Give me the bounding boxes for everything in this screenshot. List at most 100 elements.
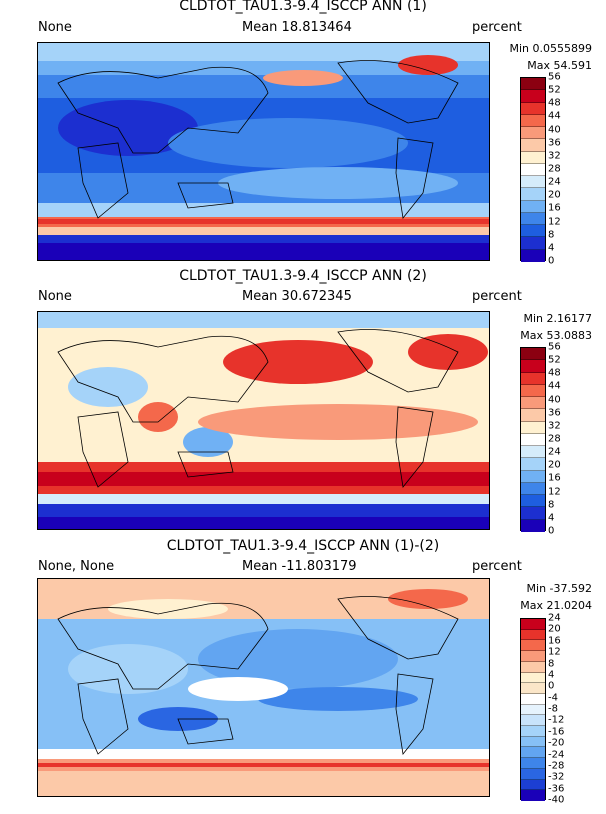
colorbar-tick-label: 40	[548, 124, 561, 136]
panel-1-minmax: Min 0.0555899 Max 54.591	[510, 40, 593, 74]
colorbar-swatch	[521, 433, 545, 447]
colorbar-swatch	[521, 768, 545, 780]
colorbar-tick-label: 24	[548, 612, 561, 624]
colorbar-swatch	[521, 78, 545, 91]
panel-3-mean: Mean -11.803179	[242, 559, 357, 574]
colorbar-swatch	[521, 188, 545, 201]
colorbar-swatch	[521, 127, 545, 140]
colorbar-swatch	[521, 507, 545, 520]
panel-3: CLDTOT_TAU1.3-9.4_ISCCP ANN (1)-(2) None…	[0, 538, 606, 812]
panel-1-max: Max 54.591	[527, 59, 592, 72]
panel-1-map	[37, 42, 490, 261]
colorbar-swatch	[521, 715, 545, 727]
colorbar-tick-label: -40	[548, 794, 565, 806]
colorbar-tick-label: -16	[548, 726, 565, 738]
colorbar-swatch	[521, 458, 545, 471]
colorbar-swatch	[521, 683, 545, 694]
colorbar-swatch	[521, 726, 545, 737]
colorbar-swatch	[521, 790, 545, 801]
colorbar-swatch	[521, 225, 545, 238]
colorbar-tick-label: 40	[548, 394, 561, 406]
colorbar-swatch	[521, 470, 545, 483]
colorbar-swatch	[521, 704, 545, 716]
colorbar-swatch	[521, 163, 545, 177]
colorbar-tick-label: 48	[548, 97, 561, 109]
colorbar-tick-label: 0	[548, 680, 555, 692]
colorbar-tick-label: 48	[548, 367, 561, 379]
colorbar-tick-label: 28	[548, 433, 561, 445]
colorbar-tick-label: 12	[548, 486, 561, 498]
colorbar-tick-label: -12	[548, 714, 565, 726]
colorbar-tick-label: 56	[548, 341, 561, 353]
colorbar-swatch	[521, 747, 545, 759]
panel-2-map	[37, 311, 490, 530]
panel-2-title: CLDTOT_TAU1.3-9.4_ISCCP ANN (2)	[179, 268, 427, 284]
colorbar-swatch	[521, 249, 545, 262]
colorbar-tick-label: 28	[548, 163, 561, 175]
colorbar-swatch	[521, 397, 545, 410]
panel-1: CLDTOT_TAU1.3-9.4_ISCCP ANN (1) None Mea…	[0, 0, 606, 272]
colorbar-swatch	[521, 495, 545, 508]
panel-2-mean: Mean 30.672345	[242, 289, 352, 304]
colorbar-swatch	[521, 421, 545, 434]
colorbar-tick-label: -8	[548, 703, 558, 715]
colorbar-tick-label: 12	[548, 216, 561, 228]
colorbar-swatch	[521, 693, 545, 705]
colorbar-tick-label: 0	[548, 255, 555, 267]
panel-3-colorbar	[520, 618, 546, 801]
panel-2-map-svg	[38, 312, 489, 529]
colorbar-swatch	[521, 640, 545, 652]
panel-2-minmax: Min 2.16177 Max 53.0883	[520, 310, 592, 344]
colorbar-tick-label: 36	[548, 407, 561, 419]
panel-2-left-label: None	[38, 289, 72, 304]
panel-3-min: Min -37.592	[526, 582, 592, 595]
colorbar-swatch	[521, 661, 545, 673]
panel-1-left-label: None	[38, 20, 72, 35]
colorbar-swatch	[521, 176, 545, 189]
panel-1-colorbar	[520, 77, 546, 262]
colorbar-tick-label: 24	[548, 176, 561, 188]
colorbar-tick-label: 8	[548, 658, 555, 669]
colorbar-tick-label: -20	[548, 737, 565, 749]
colorbar-tick-label: 52	[548, 84, 561, 96]
colorbar-tick-label: 44	[548, 110, 561, 122]
colorbar-tick-label: 52	[548, 354, 561, 366]
colorbar-swatch	[521, 360, 545, 373]
colorbar-tick-label: -4	[548, 692, 558, 704]
colorbar-tick-label: -24	[548, 749, 565, 760]
colorbar-tick-label: -28	[548, 760, 565, 772]
colorbar-swatch	[521, 90, 545, 103]
colorbar-tick-label: 16	[548, 635, 561, 647]
colorbar-tick-label: 32	[548, 420, 561, 432]
colorbar-swatch	[521, 151, 545, 164]
colorbar-tick-label: 12	[548, 646, 561, 658]
colorbar-tick-label: 4	[548, 669, 555, 681]
panel-3-map-svg	[38, 579, 489, 796]
panel-3-left-label: None, None	[38, 559, 115, 574]
panel-2-max: Max 53.0883	[520, 329, 592, 342]
colorbar-swatch	[521, 482, 545, 496]
colorbar-swatch	[521, 237, 545, 250]
colorbar-tick-label: 16	[548, 472, 561, 484]
panel-3-max: Max 21.0204	[520, 599, 592, 612]
colorbar-tick-label: 4	[548, 242, 555, 254]
colorbar-tick-label: 8	[548, 499, 555, 511]
colorbar-swatch	[521, 672, 545, 684]
colorbar-tick-label: 20	[548, 459, 561, 471]
colorbar-swatch	[521, 619, 545, 630]
panel-1-title: CLDTOT_TAU1.3-9.4_ISCCP ANN (1)	[179, 0, 427, 14]
panel-2-colorbar	[520, 347, 546, 532]
panel-2: CLDTOT_TAU1.3-9.4_ISCCP ANN (2) None Mea…	[0, 268, 606, 542]
colorbar-swatch	[521, 372, 545, 385]
colorbar-tick-label: -36	[548, 783, 565, 795]
colorbar-tick-label: 0	[548, 525, 555, 537]
panel-3-units: percent	[472, 559, 522, 574]
panel-1-units: percent	[472, 20, 522, 35]
colorbar-swatch	[521, 409, 545, 422]
colorbar-swatch	[521, 446, 545, 459]
panel-1-min: Min 0.0555899	[509, 42, 593, 55]
colorbar-swatch	[521, 212, 545, 226]
colorbar-tick-label: 56	[548, 71, 561, 83]
colorbar-swatch	[521, 629, 545, 641]
colorbar-swatch	[521, 200, 545, 213]
